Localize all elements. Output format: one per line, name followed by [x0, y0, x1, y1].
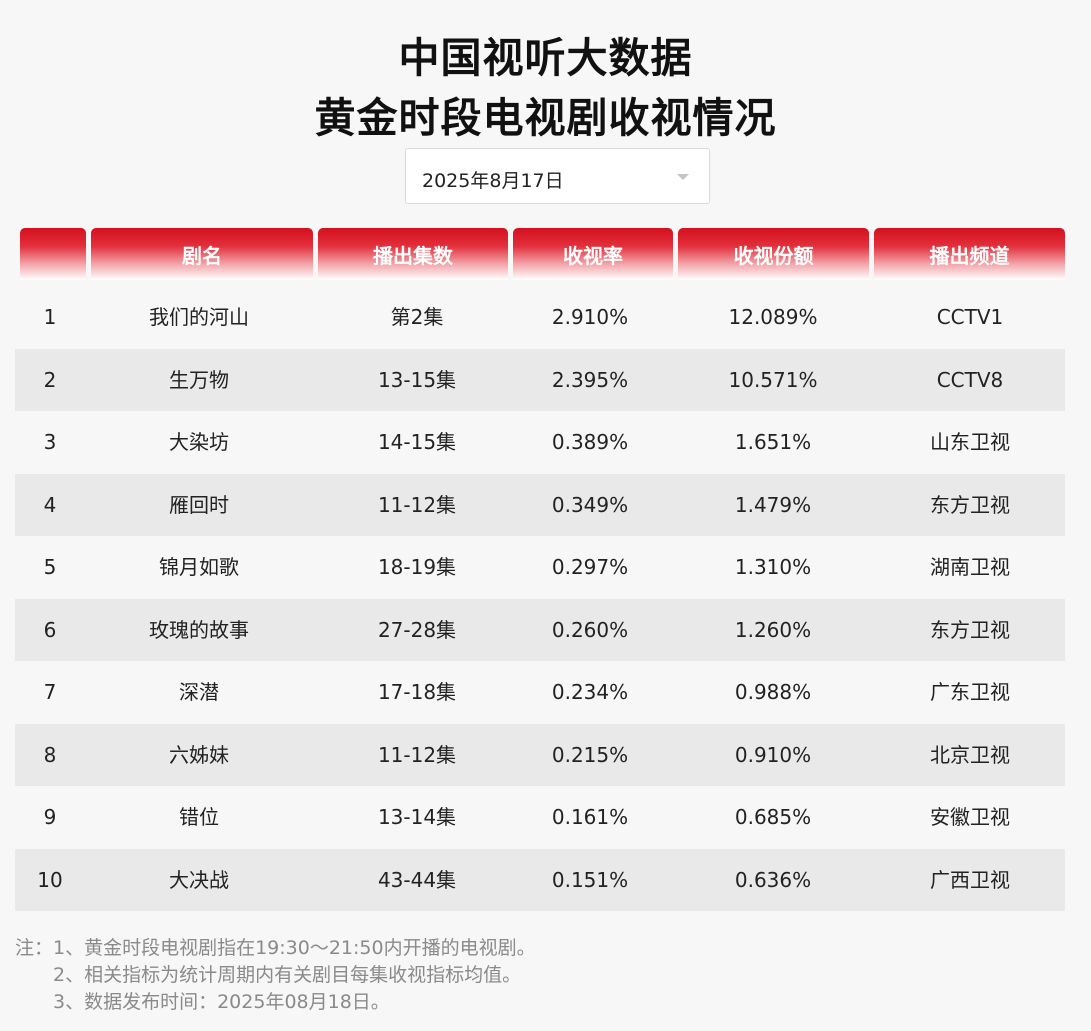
rating-cell: 0.234% — [551, 680, 629, 704]
table-row: 8 六姊妹 11-12集 0.215% 0.910% 北京卫视 — [15, 723, 1065, 786]
drama-name-cell: 大决战 — [169, 867, 229, 892]
rank-cell: 2 — [43, 367, 57, 392]
channel-cell: CCTV8 — [936, 367, 1004, 392]
rank-cell: 1 — [43, 305, 57, 329]
channel-cell: 广东卫视 — [930, 680, 1010, 704]
page-title-line1: 中国视听大数据 — [398, 34, 693, 82]
channel-cell: 北京卫视 — [930, 742, 1010, 767]
header-channel: 播出频道 — [874, 228, 1065, 280]
channel-cell: 湖南卫视 — [930, 555, 1010, 579]
header-name: 剧名 — [91, 228, 313, 280]
episodes-cell: 13-15集 — [377, 367, 457, 392]
episodes-cell: 第2集 — [390, 305, 444, 329]
rating-cell: 2.395% — [551, 367, 629, 392]
table-row: 9 错位 13-14集 0.161% 0.685% 安徽卫视 — [15, 786, 1065, 848]
rating-cell: 0.389% — [551, 430, 629, 454]
share-cell: 1.310% — [734, 555, 812, 579]
episodes-cell: 11-12集 — [377, 742, 457, 767]
rank-cell: 3 — [43, 430, 57, 454]
drama-name-cell: 雁回时 — [169, 492, 229, 517]
rank-cell: 10 — [37, 867, 63, 892]
channel-cell: CCTV1 — [936, 305, 1004, 329]
header-episodes: 播出集数 — [318, 228, 508, 280]
share-cell: 0.636% — [734, 867, 812, 892]
rating-cell: 0.349% — [551, 492, 629, 517]
share-cell: 1.260% — [734, 617, 812, 642]
rank-cell: 9 — [43, 805, 57, 829]
share-cell: 12.089% — [728, 305, 818, 329]
channel-cell: 广西卫视 — [930, 867, 1010, 892]
header-share: 收视份额 — [678, 228, 869, 280]
channel-cell: 东方卫视 — [930, 492, 1010, 517]
share-cell: 1.651% — [734, 430, 812, 454]
episodes-cell: 13-14集 — [377, 805, 457, 829]
header-rating: 收视率 — [513, 228, 673, 280]
table-row: 3 大染坊 14-15集 0.389% 1.651% 山东卫视 — [15, 411, 1065, 473]
rank-cell: 8 — [43, 742, 57, 767]
table-row: 1 我们的河山 第2集 2.910% 12.089% CCTV1 — [15, 286, 1065, 348]
table-row: 7 深潜 17-18集 0.234% 0.988% 广东卫视 — [15, 661, 1065, 723]
page-title-line2: 黄金时段电视剧收视情况 — [314, 94, 777, 142]
date-select-value: 2025年8月17日 — [422, 170, 564, 192]
share-cell: 10.571% — [728, 367, 818, 392]
drama-name-cell: 生万物 — [169, 367, 229, 392]
rank-cell: 7 — [43, 680, 57, 704]
rating-cell: 0.161% — [551, 805, 629, 829]
table-row: 6 玫瑰的故事 27-28集 0.260% 1.260% 东方卫视 — [15, 598, 1065, 661]
footnote-1: 注：1、黄金时段电视剧指在19:30～21:50内开播的电视剧。 — [15, 937, 536, 959]
rank-cell: 4 — [43, 492, 57, 517]
rating-cell: 0.297% — [551, 555, 629, 579]
episodes-cell: 27-28集 — [377, 617, 457, 642]
date-select[interactable]: 2025年8月17日 — [405, 148, 710, 204]
share-cell: 1.479% — [734, 492, 812, 517]
drama-name-cell: 锦月如歌 — [159, 555, 239, 579]
footnote-2: 2、相关指标为统计周期内有关剧目每集收视指标均值。 — [53, 964, 522, 986]
episodes-cell: 14-15集 — [377, 430, 457, 454]
episodes-cell: 18-19集 — [377, 555, 457, 579]
rank-cell: 5 — [43, 555, 57, 579]
header-rank — [20, 228, 86, 280]
rank-cell: 6 — [43, 617, 57, 642]
drama-name-cell: 深潜 — [179, 680, 219, 704]
drama-name-cell: 大染坊 — [169, 430, 229, 454]
table-row: 10 大决战 43-44集 0.151% 0.636% 广西卫视 — [15, 848, 1065, 911]
rating-cell: 2.910% — [551, 305, 629, 329]
drama-name-cell: 六姊妹 — [169, 742, 229, 767]
rating-cell: 0.151% — [551, 867, 629, 892]
episodes-cell: 17-18集 — [377, 680, 457, 704]
channel-cell: 山东卫视 — [930, 430, 1010, 454]
channel-cell: 安徽卫视 — [930, 805, 1010, 829]
share-cell: 0.685% — [734, 805, 812, 829]
channel-cell: 东方卫视 — [930, 617, 1010, 642]
table-row: 2 生万物 13-15集 2.395% 10.571% CCTV8 — [15, 348, 1065, 411]
drama-name-cell: 我们的河山 — [149, 305, 249, 329]
drama-name-cell: 玫瑰的故事 — [149, 617, 249, 642]
rating-cell: 0.260% — [551, 617, 629, 642]
rating-cell: 0.215% — [551, 742, 629, 767]
share-cell: 0.988% — [734, 680, 812, 704]
table-row: 4 雁回时 11-12集 0.349% 1.479% 东方卫视 — [15, 473, 1065, 536]
chevron-down-icon — [677, 174, 689, 180]
share-cell: 0.910% — [734, 742, 812, 767]
footnotes: 注：1、黄金时段电视剧指在19:30～21:50内开播的电视剧。 2、相关指标为… — [15, 935, 536, 1016]
table-row: 5 锦月如歌 18-19集 0.297% 1.310% 湖南卫视 — [15, 536, 1065, 598]
footnote-3: 3、数据发布时间：2025年08月18日。 — [53, 991, 390, 1013]
episodes-cell: 11-12集 — [377, 492, 457, 517]
episodes-cell: 43-44集 — [377, 867, 457, 892]
drama-name-cell: 错位 — [179, 805, 219, 829]
